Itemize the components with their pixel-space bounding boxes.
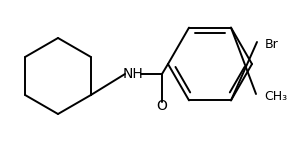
Text: NH: NH — [123, 67, 143, 81]
Text: Br: Br — [265, 38, 279, 50]
Text: O: O — [157, 99, 168, 113]
Text: CH₃: CH₃ — [264, 90, 287, 102]
